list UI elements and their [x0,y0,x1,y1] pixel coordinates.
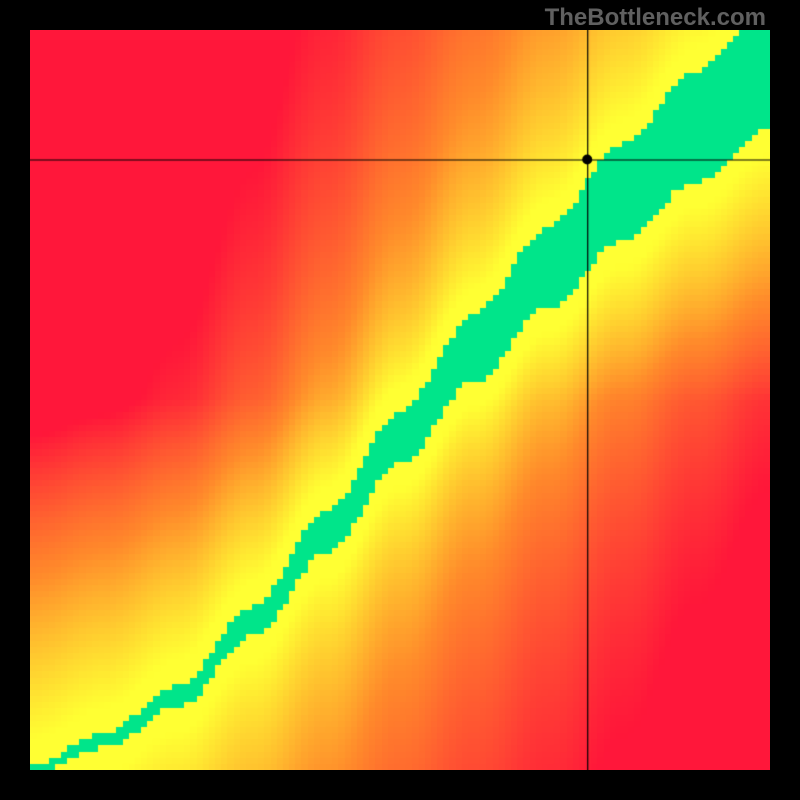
chart-container: TheBottleneck.com [0,0,800,800]
watermark-text: TheBottleneck.com [545,4,766,32]
bottleneck-heatmap [30,30,770,770]
